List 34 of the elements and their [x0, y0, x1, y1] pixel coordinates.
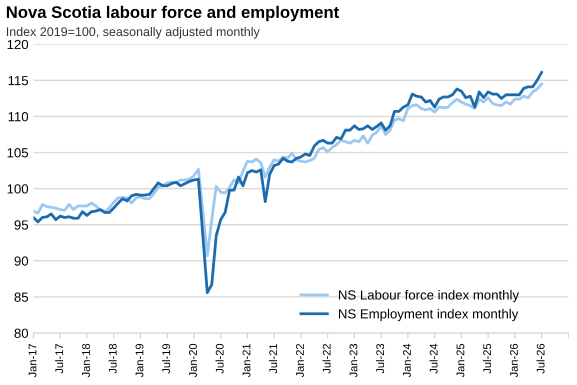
x-tick-label: Jul-19 [162, 344, 170, 374]
y-tick-label: 95 [14, 220, 28, 230]
x-tick-label: Jan-20 [189, 344, 197, 378]
x-tick-label: Jul-24 [429, 344, 438, 374]
chart-title: Nova Scotia labour force and employment [6, 6, 339, 22]
legend-label: NS Employment index monthly [338, 308, 518, 322]
y-tick-label: 115 [8, 76, 28, 86]
line-series [33, 82, 543, 258]
x-tick-label: Jul-25 [482, 344, 492, 374]
y-tick-label: 100 [8, 184, 28, 194]
x-tick-label: Jan-19 [136, 344, 144, 378]
y-tick-label: 105 [8, 148, 28, 158]
x-tick-label: Jul-23 [376, 344, 384, 374]
x-tick-label: Jul-18 [108, 344, 117, 374]
y-tick-label: 90 [14, 256, 28, 266]
x-tick-label: Jul-26 [536, 344, 545, 374]
y-tick-label: 110 [8, 112, 28, 122]
x-tick-label: Jan-24 [402, 344, 411, 378]
x-tick-label: Jul-21 [268, 344, 278, 374]
y-tick-label: 85 [14, 292, 28, 302]
x-tick-label: Jan-21 [242, 344, 250, 378]
chart-subtitle: Index 2019=100, seasonally adjusted monthly [6, 26, 260, 39]
x-tick-label: Jan-25 [456, 344, 464, 378]
x-tick-label: Jul-22 [322, 344, 331, 374]
x-tick-label: Jul-20 [215, 344, 224, 374]
x-tick-label: Jan-17 [28, 344, 36, 378]
x-tick-label: Jul-17 [55, 344, 64, 374]
x-tick-label: Jan-23 [350, 344, 358, 378]
legend-label: NS Labour force index monthly [338, 290, 520, 302]
y-tick-label: 80 [14, 328, 28, 338]
y-tick-label: 120 [8, 40, 28, 50]
x-tick-label: Jan-18 [82, 344, 90, 378]
x-tick-label: Jan-22 [296, 344, 304, 378]
x-tick-label: Jan-26 [510, 344, 518, 378]
